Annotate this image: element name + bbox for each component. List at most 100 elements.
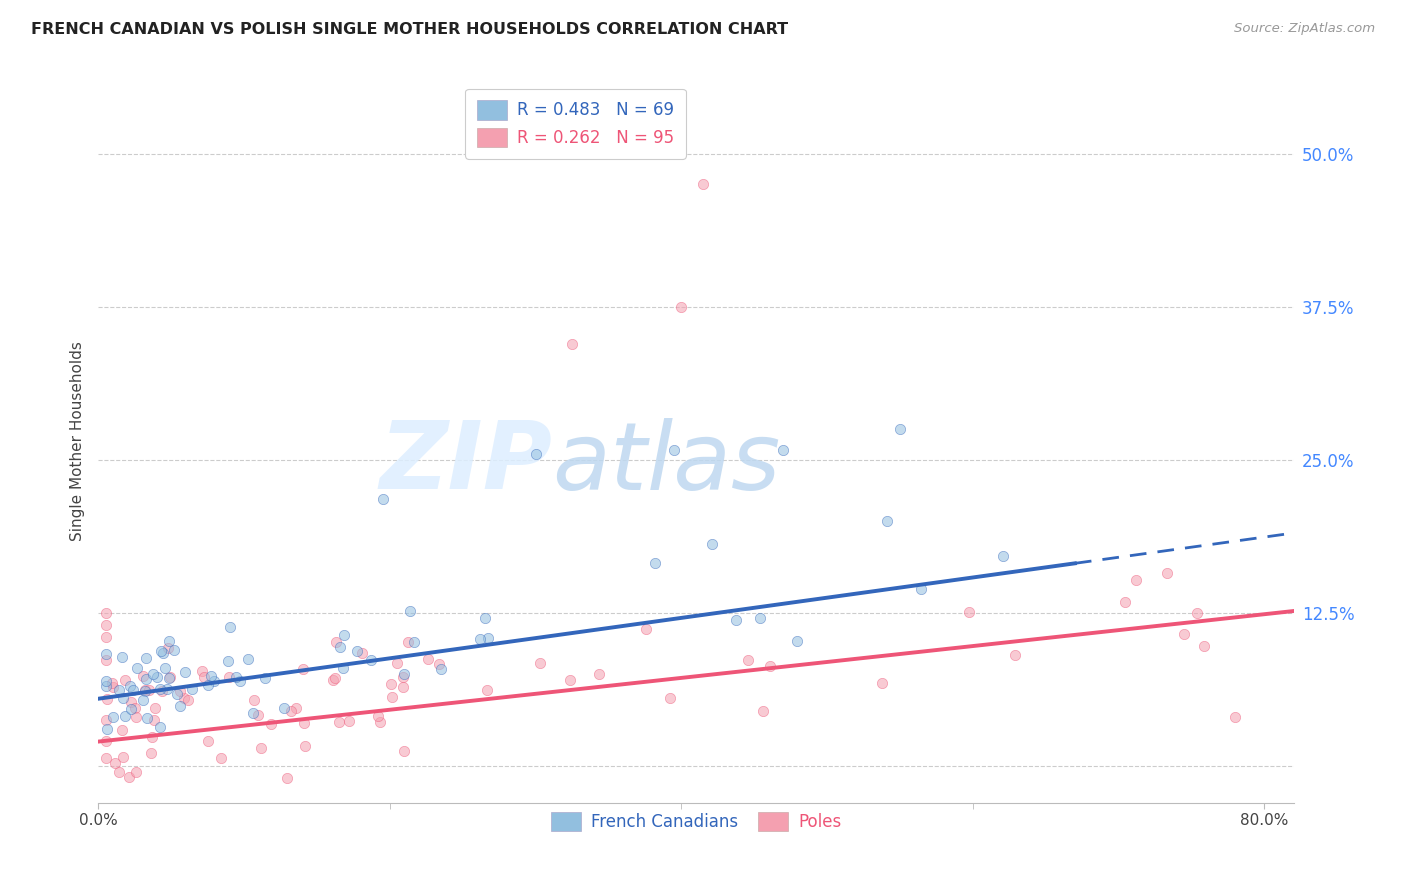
Point — [136, 711, 159, 725]
Point — [910, 582, 932, 596]
Point — [141, 731, 163, 745]
Point — [392, 744, 415, 758]
Y-axis label: Single Mother Households: Single Mother Households — [69, 342, 84, 541]
Point — [325, 635, 347, 649]
Point — [662, 443, 685, 458]
Point — [246, 707, 269, 722]
Point — [748, 610, 770, 624]
Point — [111, 723, 134, 737]
Point — [700, 537, 723, 551]
Point — [1125, 573, 1147, 587]
Point — [560, 673, 582, 687]
Point — [588, 667, 610, 681]
Point — [1225, 710, 1247, 724]
Legend: French Canadians, Poles: French Canadians, Poles — [544, 805, 848, 838]
Point — [634, 623, 657, 637]
Point — [1173, 627, 1195, 641]
Point — [1185, 606, 1208, 620]
Point — [332, 661, 354, 675]
Point — [385, 657, 408, 671]
Point — [381, 690, 404, 704]
Point — [103, 680, 125, 694]
Point — [394, 666, 416, 681]
Point — [957, 606, 980, 620]
Point — [125, 765, 148, 780]
Point — [134, 684, 156, 698]
Point — [671, 300, 693, 314]
Point — [94, 673, 117, 688]
Point — [134, 682, 156, 697]
Point — [150, 684, 173, 698]
Point — [250, 740, 273, 755]
Point — [218, 670, 240, 684]
Point — [138, 683, 160, 698]
Point — [323, 672, 346, 686]
Point — [111, 690, 134, 705]
Point — [477, 631, 499, 645]
Point — [107, 683, 129, 698]
Point — [169, 698, 191, 713]
Point — [157, 634, 180, 648]
Point — [243, 693, 266, 707]
Point — [396, 635, 419, 649]
Point — [104, 756, 127, 771]
Point — [139, 746, 162, 760]
Point — [101, 710, 124, 724]
Point — [273, 701, 295, 715]
Point — [218, 619, 240, 633]
Point — [100, 676, 122, 690]
Point — [392, 670, 415, 684]
Point — [157, 640, 180, 655]
Point — [94, 652, 117, 666]
Point — [193, 670, 215, 684]
Point — [197, 678, 219, 692]
Point — [200, 669, 222, 683]
Point — [143, 701, 166, 715]
Point — [329, 640, 352, 655]
Point — [96, 723, 118, 737]
Point — [225, 670, 247, 684]
Point — [367, 709, 389, 723]
Point — [416, 652, 439, 666]
Point — [1192, 640, 1215, 654]
Point — [253, 672, 276, 686]
Point — [391, 681, 413, 695]
Point — [132, 669, 155, 683]
Point — [399, 603, 422, 617]
Point — [114, 673, 136, 687]
Point — [470, 632, 492, 646]
Point — [371, 492, 394, 507]
Point — [159, 670, 181, 684]
Point — [125, 661, 148, 675]
Point — [142, 714, 165, 728]
Point — [242, 706, 264, 720]
Point — [156, 681, 179, 696]
Point — [786, 634, 808, 648]
Point — [132, 693, 155, 707]
Point — [146, 670, 169, 684]
Point — [360, 653, 382, 667]
Point — [292, 662, 315, 676]
Point — [561, 336, 583, 351]
Point — [197, 733, 219, 747]
Point — [174, 665, 197, 680]
Point — [889, 422, 911, 436]
Point — [124, 701, 146, 715]
Point — [1156, 566, 1178, 580]
Point — [322, 673, 344, 687]
Point — [217, 655, 239, 669]
Point — [644, 556, 666, 570]
Point — [94, 734, 117, 748]
Text: FRENCH CANADIAN VS POLISH SINGLE MOTHER HOUSEHOLDS CORRELATION CHART: FRENCH CANADIAN VS POLISH SINGLE MOTHER … — [31, 22, 787, 37]
Point — [524, 447, 547, 461]
Point — [402, 635, 425, 649]
Point — [169, 683, 191, 698]
Point — [294, 739, 316, 753]
Point — [658, 690, 681, 705]
Point — [150, 644, 173, 658]
Point — [529, 656, 551, 670]
Point — [149, 720, 172, 734]
Point — [176, 693, 198, 707]
Point — [107, 765, 129, 780]
Point — [429, 662, 451, 676]
